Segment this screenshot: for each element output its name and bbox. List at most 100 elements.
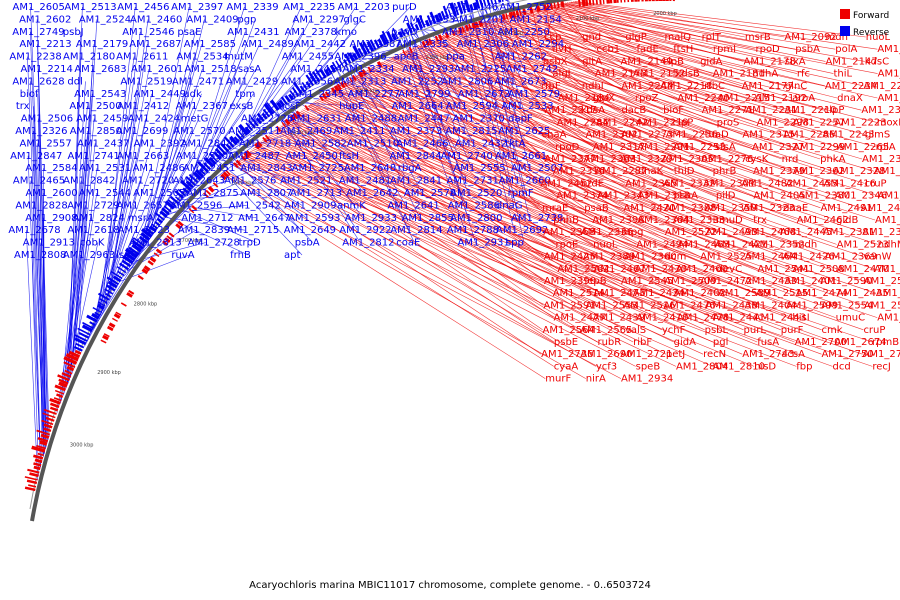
gene-arrow <box>426 15 433 26</box>
gene-arrow <box>112 275 122 283</box>
gene-arrow <box>229 135 238 146</box>
connector-line <box>105 93 152 305</box>
gene-arrow <box>424 19 430 27</box>
connector-line <box>263 138 795 343</box>
gene-label-forward: rpoD <box>555 142 580 153</box>
gene-label-forward: AM1_2381 <box>823 227 875 238</box>
connector-line <box>390 57 821 209</box>
gene-arrow <box>261 112 268 120</box>
connector-line <box>462 27 743 135</box>
gene-label-forward: AM1_2380 <box>798 191 850 202</box>
gene-arrow <box>89 321 96 326</box>
gene-label-reverse: AM1_2293 <box>402 64 454 75</box>
gene-arrow <box>336 83 342 90</box>
gene-label-forward: AM1_2217 <box>545 105 597 116</box>
gene-arrow <box>474 21 480 29</box>
gene-arrow <box>501 13 506 21</box>
kbp-tick-label: 2900 kbp <box>97 370 121 376</box>
gene-label-reverse: AM1_2847 <box>10 151 62 162</box>
gene-arrow <box>280 96 288 105</box>
gene-label-reverse: AM1_2555 <box>453 163 505 174</box>
gene-label-forward: dnaE <box>783 203 808 214</box>
gene-arrow <box>99 298 108 304</box>
gene-label-reverse: apcB <box>394 52 419 63</box>
gene-arrow <box>264 134 271 141</box>
gene-label-forward: ychF <box>662 325 686 336</box>
connector-line <box>94 106 136 327</box>
gene-arrow <box>103 333 110 338</box>
gene-arrow <box>245 122 254 132</box>
connector-line <box>278 126 637 318</box>
gene-label-forward: rfc <box>797 69 810 80</box>
gene-arrow <box>58 378 69 385</box>
gene-arrow <box>460 0 467 14</box>
gene-label-forward: AM1_2388 <box>664 203 716 214</box>
gene-arrow <box>437 12 444 22</box>
gene-label-forward: AM1_2478 <box>677 313 729 324</box>
gene-arrow <box>166 235 173 241</box>
gene-label-forward: AM1_2445 <box>780 227 832 238</box>
gene-label-forward: AM1_2365 <box>625 178 677 189</box>
gene-label-forward: AM1_2336 <box>581 227 633 238</box>
gene-label-forward: AM1_2416 <box>824 178 876 189</box>
gene-arrow <box>91 312 100 320</box>
gene-arrow <box>191 204 198 211</box>
connector-line <box>238 160 677 367</box>
gene-label-forward: AM1_2804 <box>676 361 728 372</box>
connector-line <box>333 89 875 270</box>
gene-label-forward: AM1_2736 <box>541 349 593 360</box>
connector-line <box>452 31 794 148</box>
gene-label-reverse: mutM <box>224 52 253 63</box>
gene-arrow <box>39 440 48 446</box>
gene-label-forward: AM1_2563 <box>877 313 900 324</box>
label-connector-lines <box>26 0 878 480</box>
gene-arrow <box>177 220 184 227</box>
connector-line <box>319 97 821 282</box>
gene-label-forward: ycf3 <box>596 361 617 372</box>
gene-arrow <box>169 195 179 205</box>
gene-label-reverse: apt <box>284 250 300 261</box>
gene-label-forward: rplT <box>702 32 722 43</box>
gene-arrow <box>595 0 598 5</box>
gene-label-reverse: AM1_2411 <box>333 126 385 137</box>
gene-label-forward: AM1_2525 <box>700 252 752 263</box>
gene-label-forward: AM1_2441 <box>713 313 765 324</box>
gene-arrow <box>68 350 81 359</box>
gene-label-forward: phkA <box>820 154 845 165</box>
gene-arrow <box>515 10 520 17</box>
gene-label-reverse: AM1_2250 <box>498 27 550 38</box>
gene-arrow <box>301 81 308 91</box>
gene-arrow <box>343 59 348 66</box>
gene-label-forward: umuC <box>836 313 865 324</box>
gene-arrow <box>61 372 72 378</box>
connector-line <box>321 96 594 270</box>
gene-label-forward: AM1_2591 <box>543 300 595 311</box>
gene-label-forward: AM1_2464 <box>745 252 797 263</box>
gene-arrow <box>41 419 54 426</box>
gene-label-reverse: AM1_2600 <box>25 188 77 199</box>
gene-label-reverse: AM1_2844 <box>389 151 441 162</box>
gene-label-forward: AM1_2750 <box>821 349 873 360</box>
connector-line <box>489 19 746 111</box>
gene-label-forward: mpg <box>621 227 643 238</box>
gene-label-forward: psbX <box>543 56 568 67</box>
connector-line <box>195 19 256 185</box>
gene-arrow <box>105 293 112 298</box>
gene-label-forward: phrB <box>713 166 737 177</box>
connector-line <box>177 204 257 219</box>
gene-arrow <box>434 35 439 42</box>
gene-arrow <box>188 173 199 183</box>
gene-arrow <box>64 369 73 375</box>
gene-arrow <box>248 119 256 129</box>
gene-label-reverse: AM1_2488 <box>345 114 397 125</box>
gene-label-reverse: AM1_2201 <box>452 14 504 25</box>
kbp-tick-label: 2100 kbp <box>576 16 600 22</box>
gene-labels: AM1_2605 AM1_2513 AM1_2456 AM1_2397 AM1_2339… <box>8 2 900 385</box>
gene-label-reverse: AM1_2731 <box>447 176 499 187</box>
gene-arrow <box>599 0 602 5</box>
connector-line <box>468 26 866 135</box>
gene-label-forward: ndhA <box>752 69 778 80</box>
gene-label-forward: AM1_2301 <box>703 178 755 189</box>
gene-label-reverse: tktA <box>505 138 526 149</box>
gene-label-forward: AM1_2405 <box>753 191 805 202</box>
